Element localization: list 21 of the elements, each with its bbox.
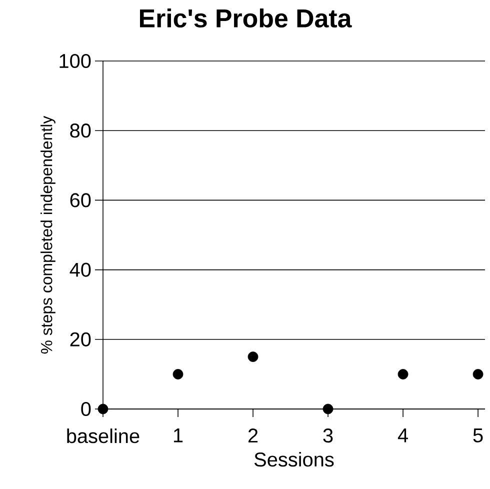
x-tick-label: 4 [398, 428, 408, 442]
y-tick-label: 0 [81, 402, 91, 416]
y-tick-label: 20 [70, 332, 91, 346]
y-tick-label: 80 [70, 124, 91, 138]
point [472, 369, 484, 380]
point [248, 352, 258, 362]
point [172, 369, 184, 380]
x-tick-label: 5 [473, 428, 483, 442]
x-tick-label: 1 [174, 428, 183, 442]
point [398, 369, 408, 380]
point [322, 404, 334, 414]
y-tick-label: 40 [70, 262, 91, 277]
point [98, 404, 108, 414]
y-tick-label: 60 [70, 193, 91, 208]
x-axis-title: Sessions [254, 452, 334, 467]
y-axis-title: % steps completed independently [40, 116, 56, 354]
x-tick-label: baseline [67, 428, 140, 444]
x-tick-label: 3 [323, 428, 333, 443]
chart-title: Eric's Probe Data [140, 8, 352, 28]
x-tick-label: 2 [248, 428, 258, 442]
y-tick-label: 100 [60, 54, 91, 68]
